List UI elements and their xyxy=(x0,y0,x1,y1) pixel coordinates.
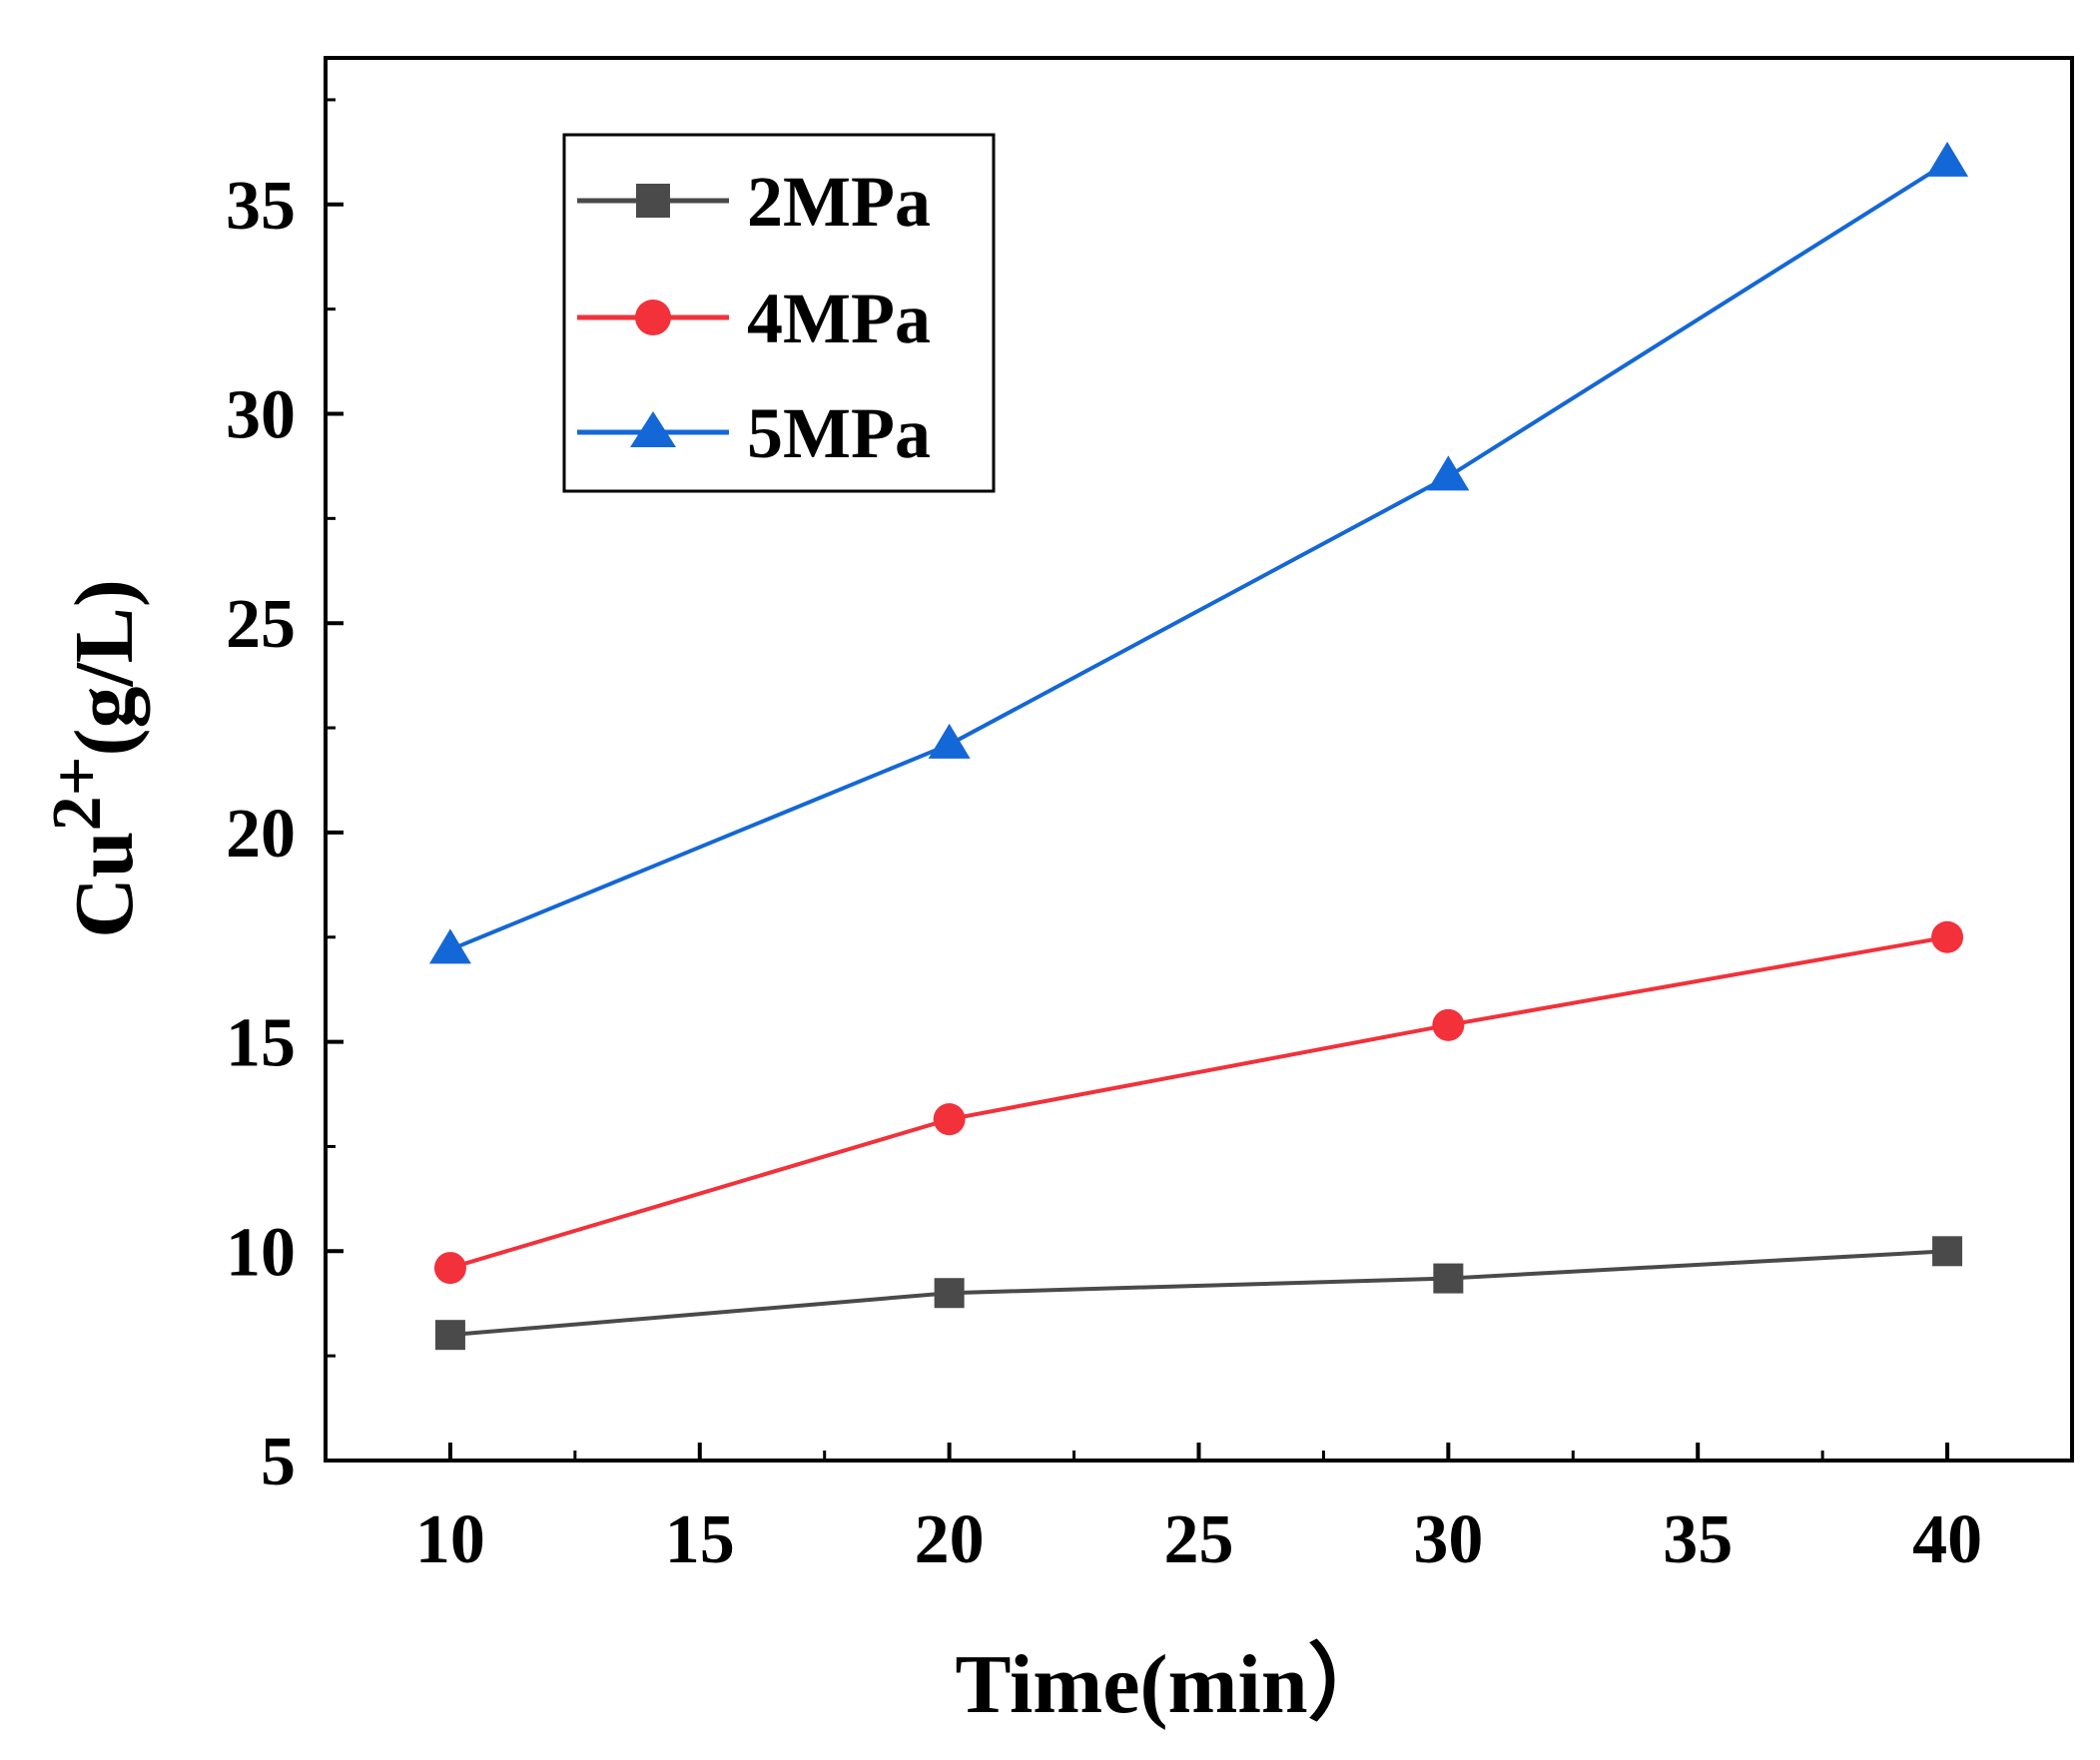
data-point-2mpa-10 xyxy=(434,1320,465,1351)
y-axis-title-unit: (g/L) xyxy=(58,579,151,756)
data-point-5mpa-30 xyxy=(1427,455,1470,491)
legend-marker-5mpa xyxy=(630,411,676,447)
data-point-5mpa-40 xyxy=(1926,141,1969,177)
data-point-2mpa-40 xyxy=(1932,1236,1963,1267)
data-point-5mpa-10 xyxy=(428,928,471,964)
legend-label-2mpa: 2MPa xyxy=(747,162,931,242)
legend-marker-2mpa xyxy=(636,184,670,218)
data-point-4mpa-20 xyxy=(933,1103,966,1136)
legend-item-5mpa: 5MPa xyxy=(577,393,931,473)
x-axis-title: Time(min） xyxy=(955,1638,1391,1731)
plot-frame xyxy=(324,56,2074,1463)
tick-labels: 10 15 20 25 30 35 40 5 10 15 20 25 30 35 xyxy=(226,168,1982,1578)
legend-label-5mpa: 5MPa xyxy=(747,393,931,473)
data-point-2mpa-20 xyxy=(934,1278,965,1309)
y-tick-label: 30 xyxy=(226,376,296,453)
legend-item-4mpa: 4MPa xyxy=(577,279,931,358)
legend-label-4mpa: 4MPa xyxy=(747,279,931,358)
data-point-4mpa-10 xyxy=(433,1252,466,1285)
x-tick-label: 20 xyxy=(915,1501,985,1578)
data-point-2mpa-30 xyxy=(1433,1263,1464,1294)
data-point-5mpa-20 xyxy=(928,723,971,759)
legend-marker-4mpa xyxy=(635,299,671,335)
legend: 2MPa 4MPa 5MPa xyxy=(562,133,996,493)
x-tick-label: 15 xyxy=(665,1501,735,1578)
y-tick-label: 15 xyxy=(226,1005,296,1082)
y-tick-label: 10 xyxy=(226,1214,296,1291)
x-tick-label: 30 xyxy=(1413,1501,1483,1578)
y-axis-title-superscript: 2+ xyxy=(39,757,116,832)
y-tick-label: 5 xyxy=(261,1424,296,1500)
legend-item-2mpa: 2MPa xyxy=(577,162,931,242)
series-layer xyxy=(428,141,1969,1351)
data-point-4mpa-40 xyxy=(1931,920,1964,953)
y-axis-title-main: Cu xyxy=(58,831,151,937)
y-axis-title: Cu2+(g/L) xyxy=(39,579,151,938)
x-tick-label: 40 xyxy=(1912,1501,1982,1578)
y-tick-label: 35 xyxy=(226,168,296,245)
y-tick-label: 25 xyxy=(226,586,296,663)
x-tick-label: 10 xyxy=(415,1501,485,1578)
x-tick-label: 35 xyxy=(1663,1501,1733,1578)
series-line-5mpa xyxy=(449,161,1949,952)
data-point-4mpa-30 xyxy=(1432,1008,1465,1041)
y-tick-label: 20 xyxy=(226,796,296,873)
series-line-4mpa xyxy=(449,934,1948,1270)
series-line-2mpa xyxy=(449,1249,1948,1338)
x-tick-label: 25 xyxy=(1164,1501,1234,1578)
